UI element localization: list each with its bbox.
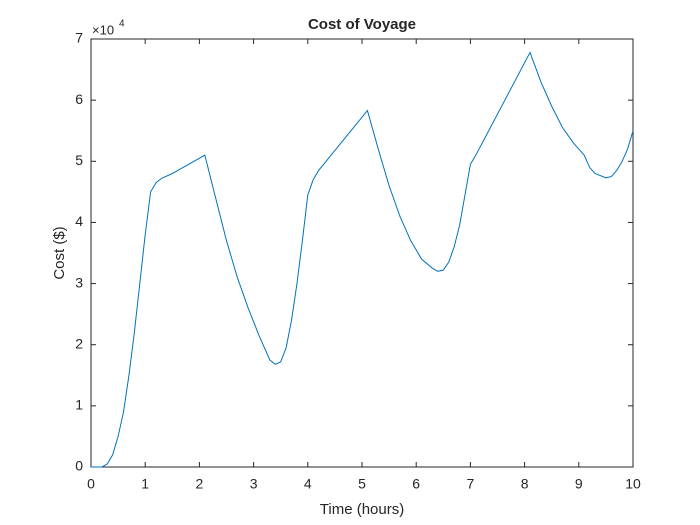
- y-tick-label: 0: [75, 458, 83, 474]
- plot-area: [90, 38, 634, 468]
- data-line: [91, 51, 634, 468]
- x-tick-label: 8: [521, 476, 529, 492]
- y-axis-label: Cost ($): [51, 226, 68, 279]
- x-tick-label: 1: [141, 476, 149, 492]
- x-tick-label: 3: [250, 476, 258, 492]
- y-tick-label: 3: [75, 274, 83, 290]
- y-multiplier: ×10: [92, 22, 114, 37]
- y-tick-label: 1: [75, 397, 83, 413]
- x-tick-label: 7: [467, 476, 475, 492]
- y-multiplier-exponent: 4: [119, 19, 125, 30]
- y-tick-label: 7: [75, 30, 83, 46]
- x-tick-label: 2: [196, 476, 204, 492]
- x-tick-label: 9: [575, 476, 583, 492]
- y-tick-label: 5: [75, 152, 83, 168]
- y-tick-label: 6: [75, 91, 83, 107]
- y-tick-label: 4: [75, 213, 83, 229]
- x-tick-label: 6: [412, 476, 420, 492]
- x-tick-label: 5: [358, 476, 366, 492]
- x-tick-label: 0: [87, 476, 95, 492]
- x-tick-label: 4: [304, 476, 312, 492]
- chart-title: Cost of Voyage: [308, 16, 416, 33]
- y-tick-label: 2: [75, 335, 83, 351]
- x-tick-label: 10: [625, 476, 641, 492]
- x-axis-label: Time (hours): [320, 501, 404, 518]
